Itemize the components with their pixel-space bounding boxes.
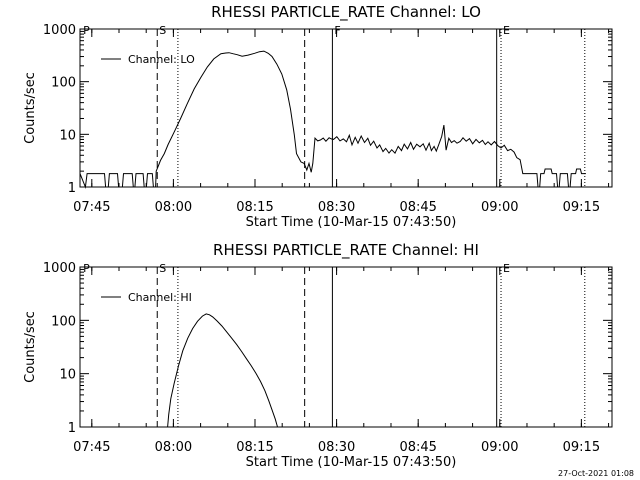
series-line	[79, 50, 586, 189]
x-tick-label: 08:00	[155, 440, 192, 455]
x-tick-label: 07:45	[73, 200, 110, 215]
x-tick-label: 09:00	[481, 200, 518, 215]
x-tick-label: 07:45	[73, 440, 110, 455]
panel-lo: RHESSI PARTICLE_RATE Channel: LO Start Ti…	[23, 3, 613, 230]
y-tick-label: 10	[59, 128, 76, 143]
chart-title: RHESSI PARTICLE_RATE Channel: LO	[211, 3, 481, 22]
event-marker-label: P	[83, 24, 90, 37]
legend-label: Channel: LO	[128, 53, 195, 66]
plot-frame	[79, 28, 613, 188]
panel-hi: RHESSI PARTICLE_RATE Channel: HI Start Ti…	[23, 241, 613, 470]
footer-timestamp: 27-Oct-2021 01:08	[558, 469, 634, 478]
x-axis-label: Start Time (10-Mar-15 07:43:50)	[246, 455, 457, 470]
event-marker-label: S	[159, 262, 166, 275]
y-tick-label: 1000	[43, 23, 76, 38]
y-axis-label: Counts/sec	[23, 72, 38, 144]
x-tick-label: 09:15	[563, 200, 600, 215]
event-marker-label: F	[334, 24, 340, 37]
event-marker-label: E	[503, 262, 510, 275]
chart-title: RHESSI PARTICLE_RATE Channel: HI	[213, 241, 479, 260]
x-axis-label: Start Time (10-Mar-15 07:43:50)	[246, 215, 457, 230]
x-tick-label: 08:15	[236, 440, 273, 455]
x-tick-label: 08:15	[236, 200, 273, 215]
x-tick-label: 08:30	[318, 440, 355, 455]
y-tick-label: 1	[68, 421, 76, 436]
legend-label: Channel: HI	[128, 291, 192, 304]
x-tick-label: 09:15	[563, 440, 600, 455]
series-line	[167, 313, 278, 428]
event-marker-label: S	[159, 24, 166, 37]
y-tick-label: 100	[51, 76, 76, 91]
x-tick-label: 08:45	[399, 200, 436, 215]
x-tick-label: 09:00	[481, 440, 518, 455]
plot-frame	[79, 266, 613, 428]
event-marker-label: E	[503, 24, 510, 37]
y-tick-label: 100	[51, 314, 76, 329]
x-tick-label: 08:45	[399, 440, 436, 455]
y-tick-label: 1000	[43, 261, 76, 276]
x-tick-label: 08:30	[318, 200, 355, 215]
y-tick-label: 1	[68, 181, 76, 196]
y-axis-label: Counts/sec	[23, 311, 38, 383]
x-tick-label: 08:00	[155, 200, 192, 215]
event-marker-label: P	[83, 262, 90, 275]
y-tick-label: 10	[59, 368, 76, 383]
